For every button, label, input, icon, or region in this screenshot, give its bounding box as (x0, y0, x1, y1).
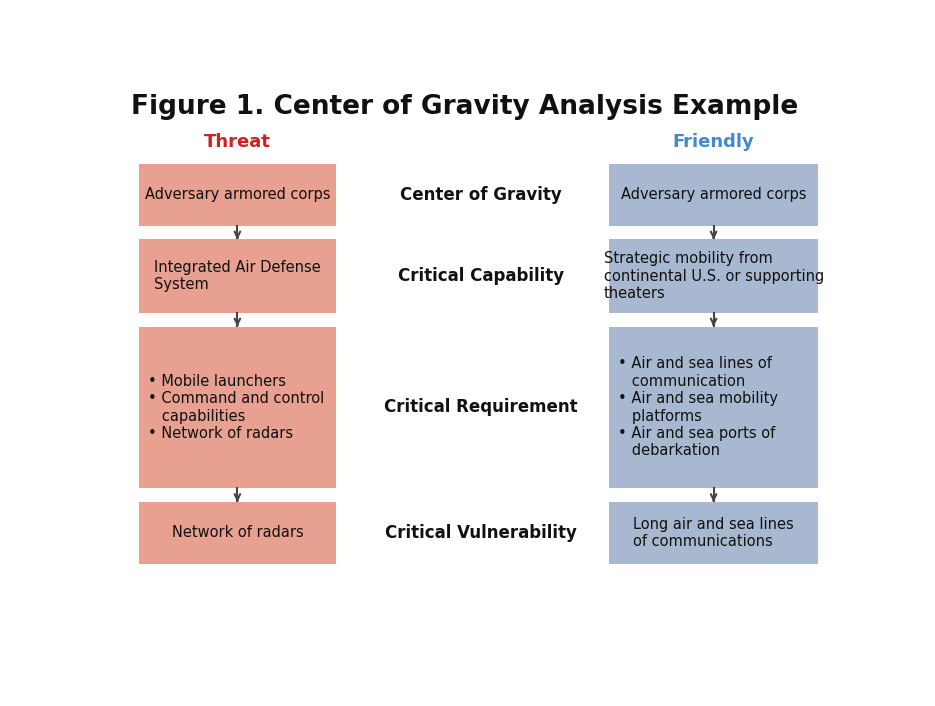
Text: Friendly: Friendly (673, 133, 755, 151)
Bar (609, 164, 818, 226)
Text: • Mobile launchers
• Command and control
   capabilities
• Network of radars: • Mobile launchers • Command and control… (148, 373, 324, 441)
Text: Network of radars: Network of radars (171, 525, 303, 540)
Text: Critical Vulnerability: Critical Vulnerability (385, 524, 577, 542)
Bar (138, 164, 337, 226)
Text: • Air and sea lines of
   communication
• Air and sea mobility
   platforms
• Ai: • Air and sea lines of communication • A… (618, 357, 778, 458)
Bar (138, 326, 337, 489)
Text: Figure 1. Center of Gravity Analysis Example: Figure 1. Center of Gravity Analysis Exa… (131, 94, 798, 120)
Text: Adversary armored corps: Adversary armored corps (621, 187, 806, 203)
Text: Long air and sea lines
of communications: Long air and sea lines of communications (633, 517, 794, 549)
Bar (138, 502, 337, 563)
Text: Integrated Air Defense
System: Integrated Air Defense System (154, 260, 321, 292)
Text: Threat: Threat (204, 133, 271, 151)
Text: Strategic mobility from
continental U.S. or supporting
theaters: Strategic mobility from continental U.S.… (603, 251, 824, 301)
Bar (609, 239, 818, 313)
Bar (609, 326, 818, 489)
Text: Critical Capability: Critical Capability (398, 267, 564, 285)
Bar (138, 239, 337, 313)
Text: Adversary armored corps: Adversary armored corps (145, 187, 330, 203)
Text: Critical Requirement: Critical Requirement (384, 398, 578, 417)
Bar (609, 502, 818, 563)
Text: Center of Gravity: Center of Gravity (400, 186, 562, 204)
